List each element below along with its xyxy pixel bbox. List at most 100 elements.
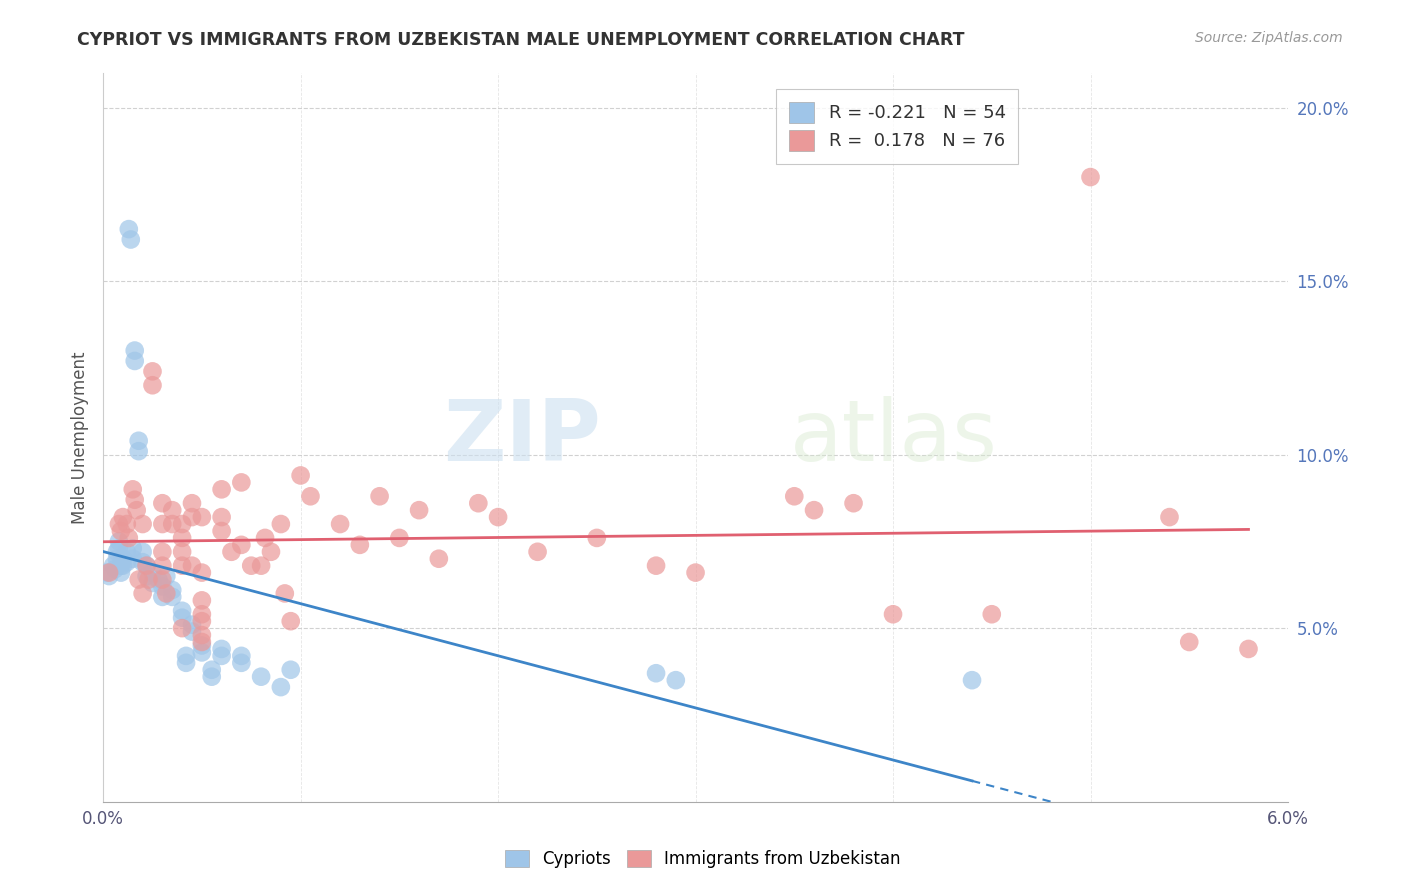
- Point: [231, 475, 253, 490]
- Point: [645, 666, 668, 681]
- Point: [783, 489, 806, 503]
- Point: [172, 516, 194, 531]
- Text: Source: ZipAtlas.com: Source: ZipAtlas.com: [1195, 31, 1343, 45]
- Point: [270, 516, 292, 531]
- Point: [115, 555, 138, 569]
- Point: [101, 558, 124, 573]
- Point: [148, 573, 170, 587]
- Point: [108, 516, 131, 531]
- Point: [150, 590, 173, 604]
- Point: [125, 503, 148, 517]
- Point: [1237, 642, 1260, 657]
- Point: [467, 496, 489, 510]
- Point: [181, 624, 204, 639]
- Point: [211, 510, 233, 524]
- Point: [645, 558, 668, 573]
- Point: [290, 468, 312, 483]
- Point: [231, 648, 253, 663]
- Point: [150, 579, 173, 593]
- Point: [105, 545, 128, 559]
- Point: [128, 444, 150, 458]
- Point: [191, 593, 214, 607]
- Point: [131, 545, 153, 559]
- Point: [685, 566, 707, 580]
- Point: [221, 545, 243, 559]
- Point: [162, 590, 184, 604]
- Point: [270, 680, 292, 694]
- Point: [172, 621, 194, 635]
- Point: [172, 611, 194, 625]
- Point: [128, 573, 150, 587]
- Point: [141, 378, 163, 392]
- Point: [260, 545, 283, 559]
- Point: [111, 510, 134, 524]
- Point: [191, 639, 214, 653]
- Point: [131, 516, 153, 531]
- Point: [150, 516, 173, 531]
- Point: [135, 569, 157, 583]
- Point: [980, 607, 1002, 622]
- Point: [110, 524, 132, 538]
- Y-axis label: Male Unemployment: Male Unemployment: [72, 351, 89, 524]
- Point: [201, 663, 224, 677]
- Point: [388, 531, 411, 545]
- Point: [96, 566, 118, 580]
- Point: [104, 562, 127, 576]
- Point: [329, 516, 352, 531]
- Point: [141, 576, 163, 591]
- Point: [191, 566, 214, 580]
- Point: [124, 492, 146, 507]
- Point: [1080, 170, 1102, 185]
- Point: [299, 489, 322, 503]
- Point: [124, 343, 146, 358]
- Point: [181, 558, 204, 573]
- Point: [191, 614, 214, 628]
- Point: [191, 635, 214, 649]
- Point: [110, 558, 132, 573]
- Point: [280, 663, 302, 677]
- Point: [128, 434, 150, 448]
- Point: [585, 531, 607, 545]
- Point: [172, 531, 194, 545]
- Point: [231, 656, 253, 670]
- Point: [1178, 635, 1201, 649]
- Point: [138, 573, 160, 587]
- Point: [150, 496, 173, 510]
- Point: [174, 648, 197, 663]
- Point: [174, 656, 197, 670]
- Point: [172, 604, 194, 618]
- Point: [191, 607, 214, 622]
- Point: [665, 673, 688, 688]
- Point: [162, 582, 184, 597]
- Point: [250, 558, 273, 573]
- Point: [115, 545, 138, 559]
- Point: [172, 545, 194, 559]
- Text: atlas: atlas: [790, 396, 998, 479]
- Point: [486, 510, 509, 524]
- Point: [118, 222, 141, 236]
- Point: [408, 503, 430, 517]
- Point: [150, 573, 173, 587]
- Point: [803, 503, 825, 517]
- Point: [211, 524, 233, 538]
- Legend: R = -0.221   N = 54, R =  0.178   N = 76: R = -0.221 N = 54, R = 0.178 N = 76: [776, 89, 1018, 163]
- Text: CYPRIOT VS IMMIGRANTS FROM UZBEKISTAN MALE UNEMPLOYMENT CORRELATION CHART: CYPRIOT VS IMMIGRANTS FROM UZBEKISTAN MA…: [77, 31, 965, 49]
- Point: [141, 364, 163, 378]
- Point: [211, 642, 233, 657]
- Point: [141, 566, 163, 580]
- Point: [211, 483, 233, 497]
- Point: [121, 541, 143, 556]
- Point: [98, 569, 121, 583]
- Point: [105, 551, 128, 566]
- Point: [181, 617, 204, 632]
- Point: [191, 645, 214, 659]
- Point: [250, 670, 273, 684]
- Point: [121, 483, 143, 497]
- Point: [118, 531, 141, 545]
- Point: [211, 648, 233, 663]
- Point: [135, 558, 157, 573]
- Point: [240, 558, 263, 573]
- Point: [121, 551, 143, 566]
- Point: [150, 558, 173, 573]
- Point: [98, 566, 121, 580]
